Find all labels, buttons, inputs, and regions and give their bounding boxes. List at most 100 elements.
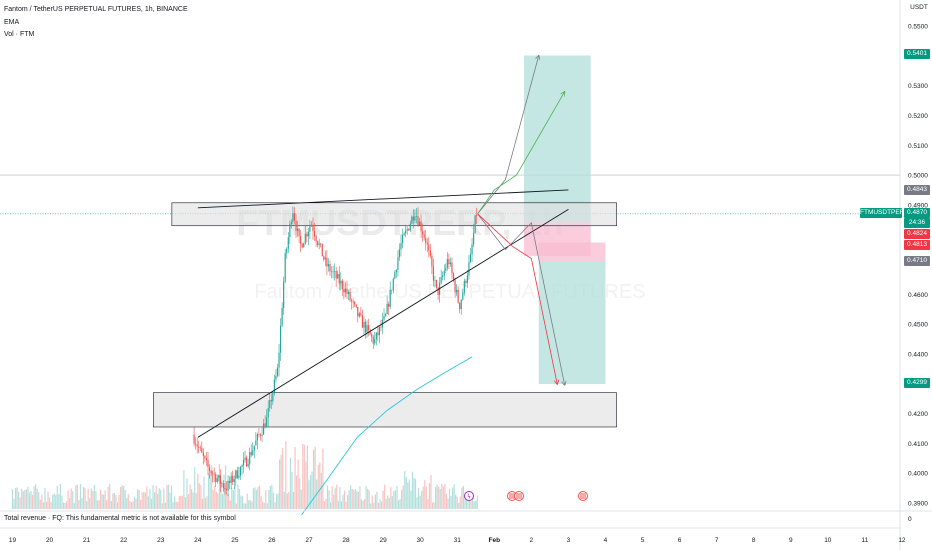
short-position-stop-zone [538, 242, 606, 262]
volume-bar [373, 503, 375, 509]
volume-bar [147, 496, 149, 509]
price-tick-label: 0.4000 [908, 471, 928, 478]
candle-body [406, 228, 408, 231]
event-marker-us-flag[interactable] [514, 491, 524, 501]
volume-bar [132, 501, 134, 509]
volume-bar [374, 494, 376, 509]
time-tick-label: 8 [752, 537, 756, 544]
volume-bar [138, 490, 140, 509]
tag-countdown: 24:36 [904, 218, 930, 228]
price-tick-label: 0.4100 [908, 441, 928, 448]
candle-body [445, 267, 447, 272]
volume-bar [24, 490, 26, 509]
candle-body [462, 292, 464, 300]
volume-bar [158, 488, 160, 509]
candle-body [245, 457, 248, 467]
volume-bar [393, 491, 395, 509]
volume-bar [22, 491, 24, 509]
tag-symbol: FTMUSDTPERP [860, 208, 909, 218]
time-axis[interactable]: 19 20 21 22 23 24 25 26 27 28 29 30 31 Feb 2 3 4 5 6 7 8 9 10 1… [9, 537, 906, 544]
volume-bar [201, 498, 204, 509]
volume-bar [204, 497, 207, 509]
price-tick-label: 0.4900 [908, 202, 928, 209]
volume-bar [169, 492, 171, 509]
volume-bar [157, 493, 159, 509]
tag-short-entry: 0.4813 [904, 240, 930, 250]
candle-body [364, 321, 367, 333]
volume-bar [292, 492, 295, 509]
volume-bar [109, 483, 111, 509]
volume-bar [329, 502, 332, 509]
volume-bar [343, 490, 346, 509]
volume-bar [377, 502, 380, 509]
indicator-ema-label[interactable]: EMA [4, 19, 20, 26]
candle-body [313, 231, 316, 237]
candle-body [300, 236, 302, 245]
volume-bar [164, 502, 166, 509]
volume-bar [184, 497, 187, 509]
candle-body [215, 474, 217, 482]
candle-body [442, 275, 444, 278]
volume-bar [396, 485, 398, 509]
trendline-lower [197, 208, 569, 438]
volume-bar [345, 501, 347, 509]
candle-body [384, 314, 387, 316]
symbol-title[interactable]: Fantom / TetherUS PERPETUAL FUTURES, 1h,… [4, 6, 188, 13]
candle-body [457, 289, 459, 303]
volume-bar [320, 472, 322, 509]
candle-body [270, 400, 272, 402]
volume-bar [325, 498, 327, 509]
volume-bar [215, 491, 217, 509]
volume-bar [388, 498, 390, 509]
volume-bar [84, 487, 86, 509]
candle-body [329, 264, 331, 272]
volume-bar [407, 482, 409, 509]
volume-bar [260, 496, 262, 509]
volume-bar [146, 486, 148, 509]
volume-bar [42, 502, 44, 509]
volume-bar [177, 501, 179, 509]
candle-body [284, 253, 286, 282]
volume-bar [379, 499, 381, 509]
volume-bar [376, 491, 378, 509]
volume-bar [428, 483, 431, 509]
volume-bar [367, 488, 369, 509]
event-marker-earnings[interactable]: ϟ [464, 491, 474, 501]
candle-body [287, 237, 289, 249]
price-tick-label: 0.4200 [908, 411, 928, 418]
candle-body [476, 215, 478, 217]
candle-body [443, 271, 445, 276]
volume-bar [465, 498, 468, 509]
volume-bar [21, 488, 23, 509]
volume-bar [262, 501, 264, 509]
tag-short-stop: 0.4824 [904, 229, 930, 239]
candle-body [278, 352, 280, 368]
volume-bar [31, 494, 34, 509]
volume-bar [362, 500, 364, 509]
zone-layer [0, 55, 900, 428]
indicator-volume-label[interactable]: Vol · FTM [4, 31, 35, 38]
event-marker-us-flag[interactable] [578, 491, 588, 501]
candle-body [340, 280, 342, 284]
volume-bar [61, 495, 63, 509]
projection-bull-alt [477, 92, 565, 215]
volume-bar [197, 473, 199, 509]
volume-bar [331, 486, 333, 509]
candle-layer [193, 206, 478, 497]
candle-body [428, 244, 430, 251]
volume-bar [228, 494, 230, 509]
volume-bar [64, 502, 66, 509]
tag-target-price: 0.5401 [904, 49, 930, 59]
volume-bar [283, 491, 285, 509]
volume-bar [397, 500, 400, 509]
candle-body [205, 458, 208, 461]
volume-bar [279, 459, 281, 509]
candle-body [293, 213, 296, 221]
volume-bar [235, 503, 238, 509]
time-tick-label: 11 [862, 537, 869, 544]
price-tick-label: 0.4600 [908, 292, 928, 299]
volume-bar [411, 471, 414, 509]
volume-bar [317, 464, 319, 509]
volume-bar [209, 474, 211, 509]
